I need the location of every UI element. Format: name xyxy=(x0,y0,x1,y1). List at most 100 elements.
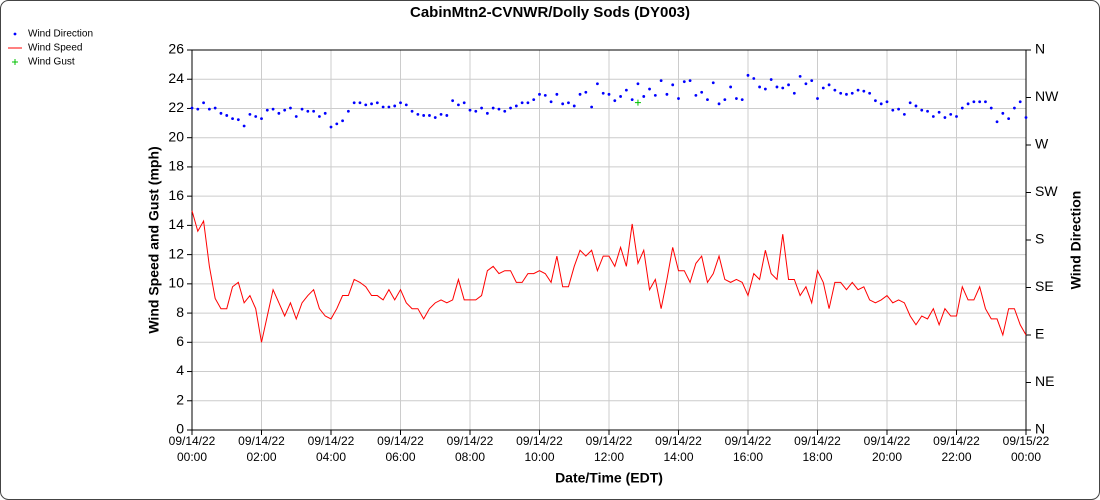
direction-dot xyxy=(920,108,924,112)
direction-dot xyxy=(798,74,802,78)
legend-swatch xyxy=(12,59,18,65)
direction-dot xyxy=(926,109,929,113)
direction-dot xyxy=(897,107,900,111)
direction-dot xyxy=(694,93,698,97)
direction-dot xyxy=(207,107,211,111)
direction-dot xyxy=(265,108,269,112)
direction-dot xyxy=(723,98,727,102)
y-tick-label: 18 xyxy=(168,158,184,174)
direction-dot xyxy=(677,97,680,100)
direction-dot xyxy=(428,114,431,117)
direction-dot xyxy=(457,103,460,107)
direction-dot xyxy=(555,92,559,96)
direction-dot xyxy=(914,104,918,108)
direction-dot xyxy=(433,116,437,119)
direction-dot xyxy=(509,106,512,110)
y-axis-label: Wind Speed and Gust (mph) xyxy=(146,146,162,333)
direction-dot xyxy=(943,116,947,119)
x-tick-label: 09/14/22 12:00 xyxy=(586,434,633,464)
direction-dot xyxy=(520,101,524,105)
x-tick-label: 09/14/22 06:00 xyxy=(377,434,424,464)
direction-dot xyxy=(213,106,217,110)
direction-dot xyxy=(306,109,310,113)
x-tick-label: 09/14/22 08:00 xyxy=(447,434,494,464)
direction-dot xyxy=(370,102,373,106)
direction-dot xyxy=(902,112,906,116)
direction-dot xyxy=(792,91,796,95)
direction-dot xyxy=(984,100,987,104)
direction-dot xyxy=(572,104,576,108)
direction-dot xyxy=(862,89,866,93)
direction-dot xyxy=(879,102,883,106)
direction-dot xyxy=(752,77,756,80)
direction-dot xyxy=(364,103,368,107)
direction-dot xyxy=(503,109,507,113)
direction-dot xyxy=(960,106,964,110)
direction-dot xyxy=(659,79,663,83)
direction-dot xyxy=(769,78,773,81)
direction-dot xyxy=(891,108,895,112)
y2-tick-label: SE xyxy=(1035,278,1054,294)
direction-dot xyxy=(717,102,721,106)
direction-dot xyxy=(584,90,588,94)
y-tick-label: 12 xyxy=(168,245,184,261)
direction-dot xyxy=(700,90,704,94)
direction-dot xyxy=(995,120,999,124)
direction-dot xyxy=(497,107,501,111)
direction-dot xyxy=(885,100,889,104)
direction-dot xyxy=(682,80,686,84)
y-tick-label: 20 xyxy=(168,128,184,144)
direction-dot xyxy=(468,108,472,112)
direction-dot xyxy=(318,115,321,118)
y2-tick-label: W xyxy=(1035,136,1049,152)
direction-dot xyxy=(827,83,831,87)
direction-dot xyxy=(485,111,489,115)
y2-tick-label: NE xyxy=(1035,373,1054,389)
x-tick-label: 09/14/22 00:00 xyxy=(169,434,216,464)
y-tick-label: 0 xyxy=(176,421,184,437)
direction-dot xyxy=(289,106,292,110)
direction-dot xyxy=(908,101,912,105)
direction-dot xyxy=(955,115,958,118)
direction-dot xyxy=(480,106,483,110)
direction-dot xyxy=(225,114,229,117)
direction-dot xyxy=(329,125,333,129)
direction-dot xyxy=(624,88,628,92)
direction-dot xyxy=(538,92,541,96)
direction-dot xyxy=(740,98,744,102)
legend-label: Wind Gust xyxy=(28,57,75,68)
chart-title: CabinMtn2-CVNWR/Dolly Sods (DY003) xyxy=(410,4,690,21)
direction-dot xyxy=(410,109,414,113)
direction-dot xyxy=(810,79,814,83)
x-tick-label: 09/14/22 20:00 xyxy=(864,434,911,464)
plot-frame xyxy=(191,49,1027,431)
x-axis-label: Date/Time (EDT) xyxy=(555,470,663,486)
direction-dot xyxy=(399,101,402,105)
y2-axis-label: Wind Direction xyxy=(1068,191,1084,290)
direction-dot xyxy=(688,79,692,83)
direction-dot xyxy=(821,86,825,90)
direction-dot xyxy=(283,108,287,112)
direction-dot xyxy=(381,105,385,109)
y-tick-label: 6 xyxy=(176,333,184,349)
direction-dot xyxy=(352,101,356,105)
direction-dot xyxy=(549,100,553,104)
x-tick-label: 09/14/22 16:00 xyxy=(725,434,772,464)
direction-dot xyxy=(219,111,223,115)
direction-dot xyxy=(190,106,194,110)
direction-dot xyxy=(787,83,790,87)
direction-dot xyxy=(202,101,205,105)
direction-dot xyxy=(514,104,518,108)
direction-dot xyxy=(248,112,252,116)
y-tick-label: 4 xyxy=(176,362,184,378)
direction-dot xyxy=(648,87,651,91)
direction-dot xyxy=(387,105,391,109)
y-tick-label: 26 xyxy=(168,41,184,57)
direction-dot xyxy=(1018,100,1022,104)
direction-dot xyxy=(735,97,738,100)
direction-dot xyxy=(839,91,843,95)
direction-dot xyxy=(196,107,200,111)
direction-dot xyxy=(1001,111,1005,115)
direction-dot xyxy=(816,97,819,100)
direction-dot xyxy=(393,104,397,108)
